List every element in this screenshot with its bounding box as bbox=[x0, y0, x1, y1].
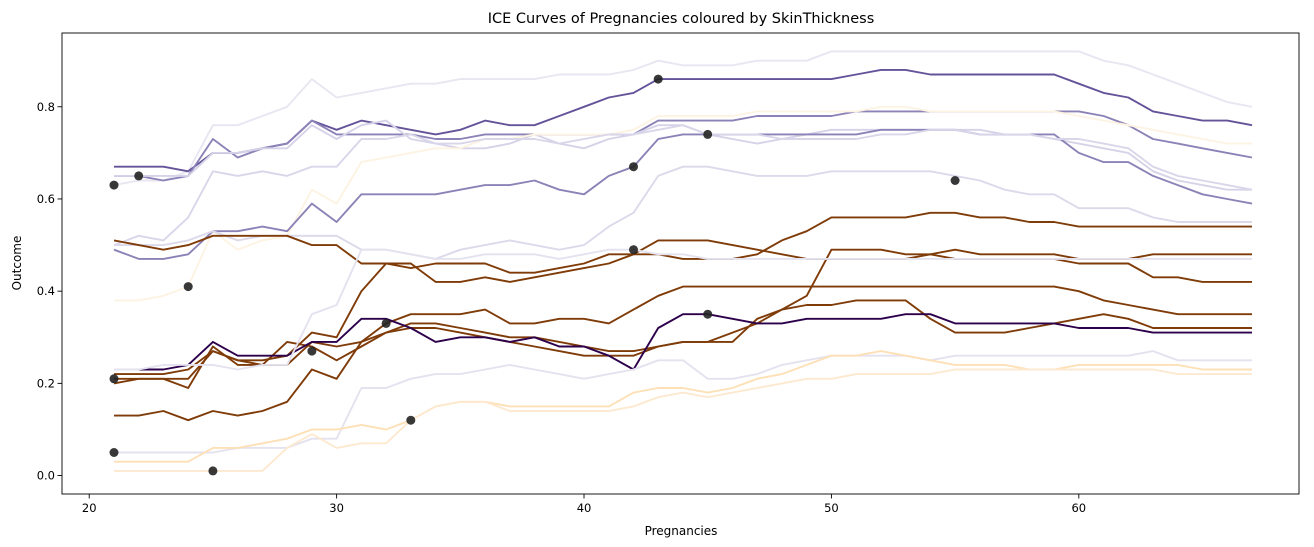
observed-point-10 bbox=[629, 162, 638, 172]
observed-point-13 bbox=[703, 129, 713, 139]
y-tick-label: 0.2 bbox=[37, 376, 55, 390]
y-tick-label: 0.6 bbox=[37, 192, 55, 206]
ice-curve-7 bbox=[113, 124, 1253, 246]
ice-curve-5 bbox=[114, 105, 1252, 302]
ice-curves bbox=[113, 50, 1253, 472]
observed-point-4 bbox=[109, 374, 119, 384]
plot-frame bbox=[61, 32, 1300, 495]
observed-point-1 bbox=[109, 180, 119, 190]
x-tick-label: 60 bbox=[1071, 501, 1086, 515]
x-tick-label: 20 bbox=[82, 501, 97, 515]
ice-curve-11 bbox=[114, 299, 1252, 376]
observed-point-2 bbox=[134, 171, 144, 181]
ice-curve-6 bbox=[113, 128, 1253, 260]
ice-curve-14 bbox=[114, 313, 1252, 371]
x-axis-label: Pregnancies bbox=[645, 524, 718, 538]
observed-point-5 bbox=[307, 346, 317, 356]
observed-point-15 bbox=[950, 176, 960, 185]
observed-points bbox=[109, 74, 960, 476]
ice-curve-12 bbox=[114, 248, 1252, 389]
ice-curve-9 bbox=[113, 234, 1252, 283]
x-tick-label: 30 bbox=[329, 501, 344, 515]
y-tick-label: 0.8 bbox=[37, 100, 55, 114]
y-tick-label: 0.4 bbox=[37, 284, 55, 298]
ice-curve-16 bbox=[114, 350, 1252, 454]
ice-curve-13 bbox=[114, 285, 1252, 422]
ice-curve-18 bbox=[114, 368, 1252, 472]
ice-curve-4 bbox=[114, 119, 1252, 191]
y-axis-label: Outcome bbox=[10, 236, 24, 291]
x-tick-label: 40 bbox=[577, 501, 592, 515]
ice-curve-1 bbox=[113, 50, 1253, 187]
ice-curve-10 bbox=[113, 211, 1252, 385]
x-axis-ticks: 20 30 40 50 60 bbox=[82, 494, 1086, 515]
y-tick-label: 0.0 bbox=[37, 469, 55, 483]
observed-point-8 bbox=[208, 466, 218, 476]
y-axis-ticks: 0.0 0.2 0.4 0.6 0.8 bbox=[37, 100, 62, 483]
ice-curve-3 bbox=[114, 110, 1253, 182]
observed-point-11 bbox=[629, 245, 638, 255]
chart-title: ICE Curves of Pregnancies coloured by Sk… bbox=[488, 11, 875, 27]
ice-curve-17 bbox=[114, 350, 1252, 463]
ice-curve-8 bbox=[114, 165, 1252, 260]
observed-point-3 bbox=[183, 282, 193, 292]
observed-point-9 bbox=[406, 415, 416, 425]
observed-point-12 bbox=[653, 74, 663, 84]
ice-curve-15 bbox=[114, 248, 1252, 371]
x-tick-label: 50 bbox=[824, 501, 839, 515]
observed-point-6 bbox=[381, 318, 391, 328]
observed-point-14 bbox=[703, 309, 713, 319]
observed-point-7 bbox=[109, 448, 119, 457]
